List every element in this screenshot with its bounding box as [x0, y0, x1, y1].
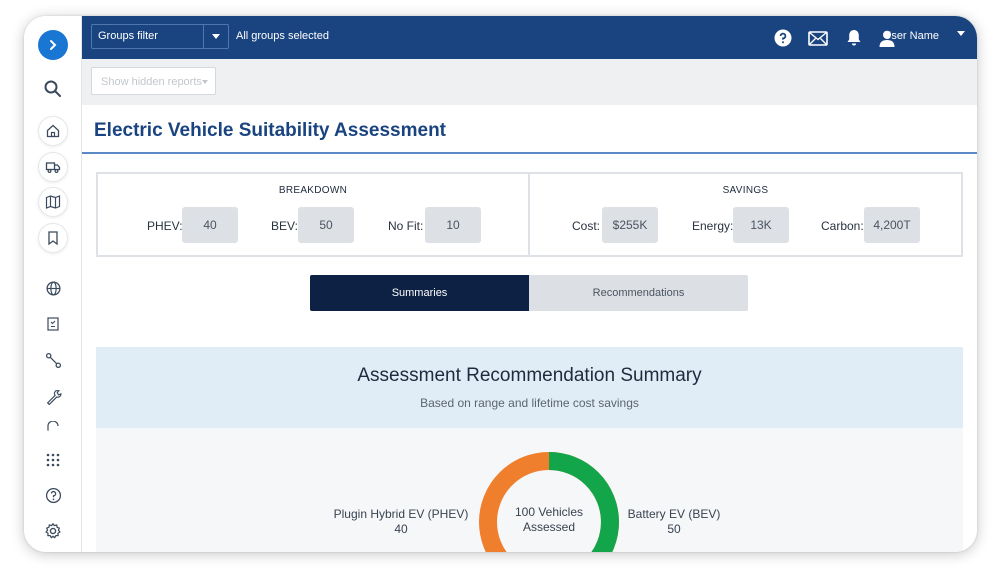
stats-panel: BREAKDOWN PHEV: 40 BEV: 50 No Fit: 10 SA… — [96, 172, 963, 257]
mail-icon — [808, 30, 828, 46]
donut-center-label: 100 Vehicles Assessed — [499, 505, 599, 535]
sidebar-search[interactable] — [39, 75, 67, 103]
page-title: Electric Vehicle Suitability Assessment — [94, 120, 447, 141]
user-avatar[interactable] — [876, 27, 898, 49]
groups-filter-caret[interactable] — [203, 25, 228, 48]
bev-label: BEV: — [271, 219, 298, 233]
messages-button[interactable] — [807, 27, 829, 49]
summary-subtitle: Based on range and lifetime cost savings — [420, 396, 639, 410]
bookmark-icon — [48, 231, 58, 246]
show-hidden-reports-dropdown[interactable]: Show hidden reports — [91, 67, 216, 95]
cost-label: Cost: — [572, 219, 601, 233]
route-icon — [45, 352, 61, 368]
bev-value: 50 — [298, 207, 354, 243]
donut-center-line2: Assessed — [522, 520, 576, 534]
caret-down-icon — [202, 80, 208, 84]
breakdown-section: BREAKDOWN PHEV: 40 BEV: 50 No Fit: 10 — [98, 174, 530, 255]
sidebar — [24, 16, 82, 552]
donut-center-line1: 100 Vehicles — [514, 505, 584, 519]
help-circle-icon — [774, 29, 792, 47]
home-icon — [46, 124, 60, 138]
carbon-label: Carbon: — [821, 219, 864, 233]
bev-donut-segment — [548, 452, 619, 552]
groups-filter-label: Groups filter — [98, 30, 158, 42]
bev-legend-label: Battery EV (BEV) — [627, 507, 721, 521]
sidebar-item-global[interactable] — [39, 274, 67, 302]
sidebar-item-routes[interactable] — [39, 346, 67, 374]
savings-section: SAVINGS Cost: $255K Energy: 13K Carbon: … — [530, 174, 961, 255]
bev-legend-value: 50 — [667, 522, 681, 536]
user-name-menu[interactable]: User Name — [883, 30, 939, 42]
report-toolbar: Show hidden reports — [82, 59, 977, 105]
groups-status-text: All groups selected — [236, 30, 329, 42]
tab-summaries[interactable]: Summaries — [310, 275, 529, 311]
breakdown-heading: BREAKDOWN — [278, 185, 348, 196]
carbon-value: 4,200T — [864, 207, 920, 243]
caret-down-icon — [212, 34, 220, 39]
globe-icon — [45, 280, 61, 296]
no-fit-label: No Fit: — [388, 219, 424, 233]
sidebar-settings-button[interactable] — [39, 517, 67, 545]
user-menu-caret-icon[interactable] — [957, 31, 965, 36]
report-content: Electric Vehicle Suitability Assessment … — [82, 105, 977, 552]
bell-icon — [847, 30, 861, 46]
chevron-right-icon — [50, 40, 57, 50]
map-icon — [45, 195, 61, 209]
title-divider — [82, 152, 977, 154]
sidebar-expand-button[interactable] — [38, 30, 68, 60]
vehicle-donut-chart — [479, 452, 619, 552]
user-icon — [879, 30, 895, 47]
phev-value: 40 — [182, 207, 238, 243]
checklist-icon — [47, 317, 59, 331]
sidebar-apps-button[interactable] — [39, 446, 67, 474]
cost-value: $255K — [602, 207, 658, 243]
settings-icon — [45, 523, 61, 539]
sidebar-item-maintenance[interactable] — [39, 382, 67, 410]
phev-legend-value: 40 — [394, 522, 408, 536]
apps-grid-icon — [46, 453, 60, 467]
help-icon — [45, 487, 61, 503]
search-icon — [44, 80, 61, 97]
sidebar-item-saved[interactable] — [38, 223, 68, 253]
sidebar-item-map[interactable] — [38, 187, 68, 217]
energy-value: 13K — [733, 207, 789, 243]
top-bar: Groups filter All groups selected User N… — [82, 16, 977, 59]
groups-filter-dropdown[interactable]: Groups filter — [91, 24, 229, 49]
summary-panel: Assessment Recommendation Summary Based … — [96, 347, 963, 552]
tab-recommendations[interactable]: Recommendations — [529, 275, 748, 311]
wrench-icon — [46, 389, 62, 405]
notifications-button[interactable] — [843, 27, 865, 49]
sidebar-item-checklist[interactable] — [39, 310, 67, 338]
truck-icon — [45, 162, 61, 174]
sidebar-help-button[interactable] — [39, 481, 67, 509]
sidebar-item-partial[interactable] — [39, 421, 67, 431]
show-hidden-reports-label: Show hidden reports — [101, 76, 202, 88]
partial-icon — [47, 421, 59, 431]
no-fit-value: 10 — [425, 207, 481, 243]
phev-legend: Plugin Hybrid EV (PHEV) 40 — [333, 507, 469, 537]
app-window: Groups filter All groups selected User N… — [24, 16, 977, 552]
phev-legend-label: Plugin Hybrid EV (PHEV) — [333, 507, 469, 521]
phev-label: PHEV: — [147, 219, 183, 233]
energy-label: Energy: — [692, 219, 734, 233]
sidebar-item-vehicles[interactable] — [38, 152, 68, 182]
summary-title: Assessment Recommendation Summary — [357, 365, 702, 386]
help-button[interactable] — [772, 27, 794, 49]
sidebar-item-home[interactable] — [38, 116, 68, 146]
summary-header: Assessment Recommendation Summary Based … — [96, 347, 963, 428]
savings-heading: SAVINGS — [722, 185, 769, 196]
bev-legend: Battery EV (BEV) 50 — [626, 507, 722, 537]
report-tabs: Summaries Recommendations — [310, 275, 748, 311]
